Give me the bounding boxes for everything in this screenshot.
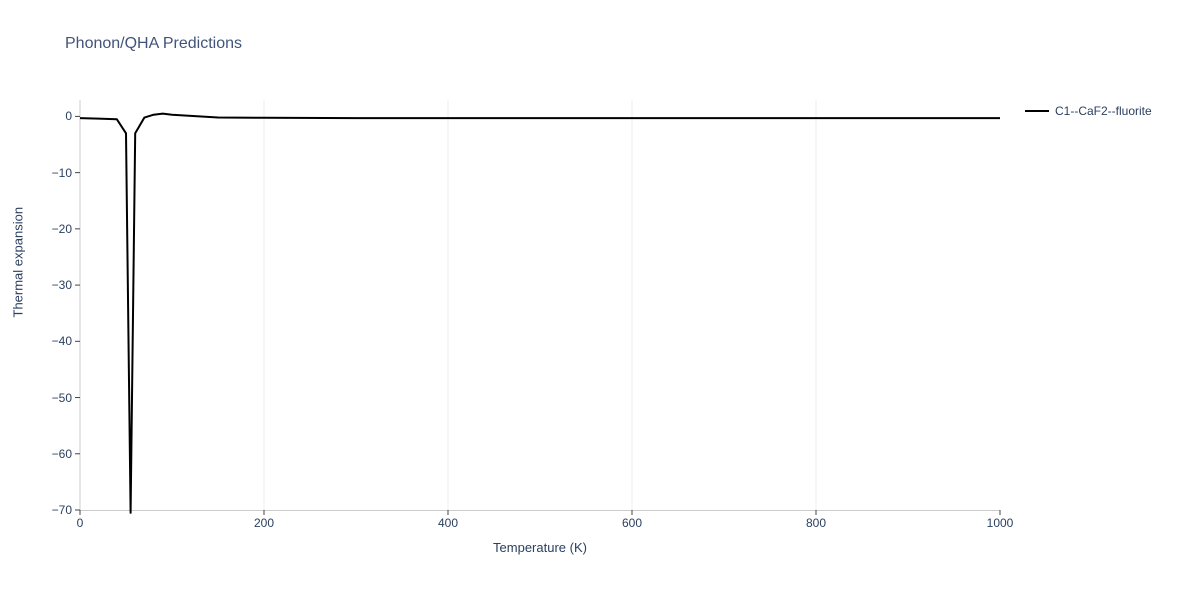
x-tick-label: 1000	[987, 516, 1014, 530]
y-tick-label: −50	[52, 391, 72, 405]
y-axis-label: Thermal expansion	[11, 298, 26, 318]
y-tick-label: −60	[52, 447, 72, 461]
y-tick-label: −30	[52, 278, 72, 292]
x-tick-label: 600	[622, 516, 642, 530]
grid-lines	[264, 100, 816, 510]
axes	[75, 100, 1000, 515]
data-series	[80, 114, 1000, 513]
chart-title: Phonon/QHA Predictions	[65, 35, 242, 53]
legend-label: C1--CaF2--fluorite	[1055, 104, 1152, 118]
plot-area[interactable]	[80, 100, 1000, 511]
x-axis-label: Temperature (K)	[80, 540, 1000, 555]
x-tick-label: 200	[254, 516, 274, 530]
y-tick-label: −40	[52, 334, 72, 348]
legend-swatch	[1025, 110, 1049, 112]
y-tick-label: 0	[65, 109, 72, 123]
x-tick-label: 800	[806, 516, 826, 530]
y-tick-label: −70	[52, 503, 72, 517]
x-tick-label: 0	[77, 516, 84, 530]
chart-svg	[80, 100, 1000, 510]
legend[interactable]: C1--CaF2--fluorite	[1025, 104, 1152, 118]
x-tick-label: 400	[438, 516, 458, 530]
chart-container: Phonon/QHA Predictions Thermal expansion…	[0, 0, 1200, 600]
y-tick-label: −10	[52, 166, 72, 180]
y-tick-label: −20	[52, 222, 72, 236]
